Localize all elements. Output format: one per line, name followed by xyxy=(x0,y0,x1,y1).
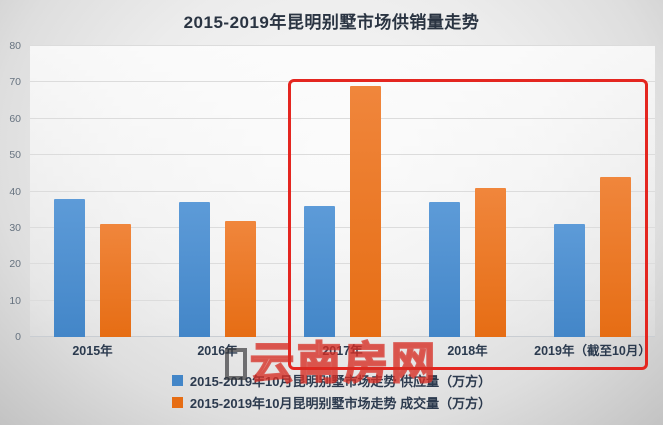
bar-series1-2017年 xyxy=(350,86,381,337)
y-tick-label-20: 20 xyxy=(9,258,21,271)
bar-series0-2015年 xyxy=(54,198,85,337)
y-tick-label-30: 30 xyxy=(9,221,21,234)
bar-series0-2018年 xyxy=(429,202,460,337)
x-axis: 2015年 2016年 2017年 2018年 2019年（截至10月） xyxy=(30,340,655,358)
bar-series1-2018年 xyxy=(475,187,506,337)
gridline-y-10 xyxy=(30,299,655,301)
x-axis-label-2016年: 2016年 xyxy=(197,344,238,358)
gridline-y-60 xyxy=(30,117,655,119)
bar-group-2016年 xyxy=(155,46,280,337)
y-axis: 0 10 20 30 40 50 60 70 80 xyxy=(0,40,24,343)
gridline-y-20 xyxy=(30,263,655,265)
legend-item-sales: 2015-2019年10月昆明别墅市场走势 成交量（万方） xyxy=(171,393,492,412)
y-tick-label-70: 70 xyxy=(9,76,21,89)
gridline-y-30 xyxy=(30,226,655,228)
y-tick-label-0: 0 xyxy=(15,331,21,343)
gridline-y-50 xyxy=(30,154,655,156)
gridline-y-70 xyxy=(30,81,655,83)
x-axis-label-2018年: 2018年 xyxy=(447,344,488,358)
bar-group-2019年（截至10月） xyxy=(530,46,655,337)
legend-label-sales: 2015-2019年10月昆明别墅市场走势 成交量（万方） xyxy=(189,396,492,411)
y-tick-label-50: 50 xyxy=(9,149,21,162)
y-tick-label-80: 80 xyxy=(9,40,21,52)
bar-group-2018年 xyxy=(405,46,530,337)
bar-series1-2015年 xyxy=(100,224,131,337)
gridline-y-80 xyxy=(30,45,655,46)
highlight-annotation-box xyxy=(288,78,648,370)
legend-swatch-supply xyxy=(171,375,183,386)
y-tick-label-10: 10 xyxy=(9,294,21,307)
bar-series0-2017年 xyxy=(304,206,335,337)
gridline-y-0 xyxy=(30,336,655,337)
x-axis-label-2019年（截至10月）: 2019年（截至10月） xyxy=(534,344,651,358)
y-tick-label-40: 40 xyxy=(9,185,21,198)
legend: 2015-2019年10月昆明别墅市场走势 供应量（万方） 2015-2019年… xyxy=(0,371,663,412)
bar-series0-2019年（截至10月） xyxy=(554,224,585,337)
chart-title: 2015-2019年昆明别墅市场供销量走势 xyxy=(183,13,480,32)
bar-series1-2016年 xyxy=(225,220,256,337)
bar-series0-2016年 xyxy=(179,202,210,337)
bar-group-2015年 xyxy=(30,46,155,337)
bar-group-2017年 xyxy=(280,46,405,337)
bar-series1-2019年（截至10月） xyxy=(600,176,631,337)
legend-swatch-sales xyxy=(171,397,183,408)
gridline-y-40 xyxy=(30,190,655,192)
x-axis-label-2015年: 2015年 xyxy=(72,344,113,358)
legend-label-supply: 2015-2019年10月昆明别墅市场走势 供应量（万方） xyxy=(189,374,492,389)
y-tick-label-60: 60 xyxy=(9,112,21,125)
plot-area xyxy=(30,45,655,337)
x-axis-label-2017年: 2017年 xyxy=(322,344,363,358)
legend-item-supply: 2015-2019年10月昆明别墅市场走势 供应量（万方） xyxy=(171,371,492,390)
